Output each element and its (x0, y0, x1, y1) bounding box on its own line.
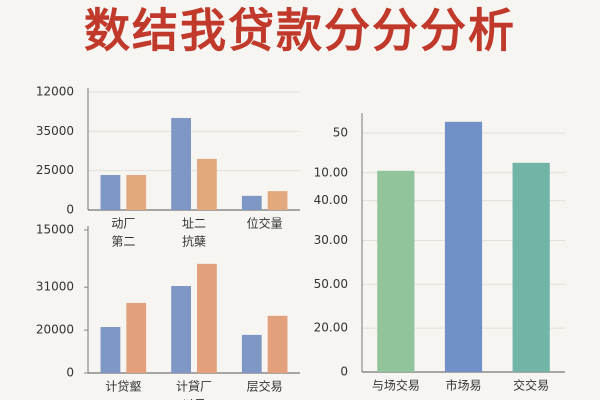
bar (377, 170, 415, 372)
x-tick-label: 第二 (111, 235, 135, 249)
x-tick-label: 以日 (182, 398, 206, 400)
bar (512, 162, 550, 372)
y-tick-label: 50.00 (314, 277, 348, 291)
x-tick-label: 层交易 (247, 379, 283, 394)
x-tick-label: 动厂 (111, 217, 135, 231)
y-tick-label: 31000 (36, 280, 74, 294)
y-tick-label: 35000 (36, 124, 74, 138)
y-tick-label: 25000 (36, 163, 74, 177)
y-tick-label: 30.00 (314, 233, 348, 247)
bar (444, 121, 483, 372)
bar (171, 286, 191, 373)
y-tick-label: 0 (66, 203, 74, 217)
x-tick-label: 计貸厂 (176, 379, 212, 394)
y-tick-label: 20000 (36, 323, 74, 337)
y-tick-label: 40.00 (314, 193, 348, 207)
y-tick-label: 50 (333, 125, 348, 139)
bar (126, 174, 147, 210)
bar (197, 158, 217, 210)
y-tick-label: 10.00 (314, 165, 348, 179)
x-tick-label: 计贷壑 (105, 379, 141, 394)
bar (241, 195, 262, 210)
bar (100, 327, 121, 373)
bar (171, 117, 191, 210)
y-tick-label: 15000 (36, 223, 74, 237)
x-tick-label: 交交易 (513, 378, 549, 393)
x-tick-label: 位交量 (247, 216, 283, 231)
bar (267, 191, 288, 210)
bar (100, 174, 121, 210)
y-tick-label: 0 (340, 365, 348, 379)
bar (267, 315, 288, 373)
x-tick-label: 抗蘖 (182, 234, 206, 249)
bar (126, 302, 147, 373)
x-tick-label: 市场易 (445, 378, 481, 393)
page-title: 数结我贷款分分分析 (84, 4, 516, 58)
x-tick-label: 与场交易 (372, 378, 420, 393)
x-tick-label: 址二 (182, 217, 206, 231)
y-tick-label: 20.00 (314, 321, 348, 335)
y-tick-label: 12000 (36, 85, 74, 99)
bar (197, 263, 217, 373)
y-tick-label: 0 (66, 366, 74, 380)
bar (241, 334, 262, 373)
